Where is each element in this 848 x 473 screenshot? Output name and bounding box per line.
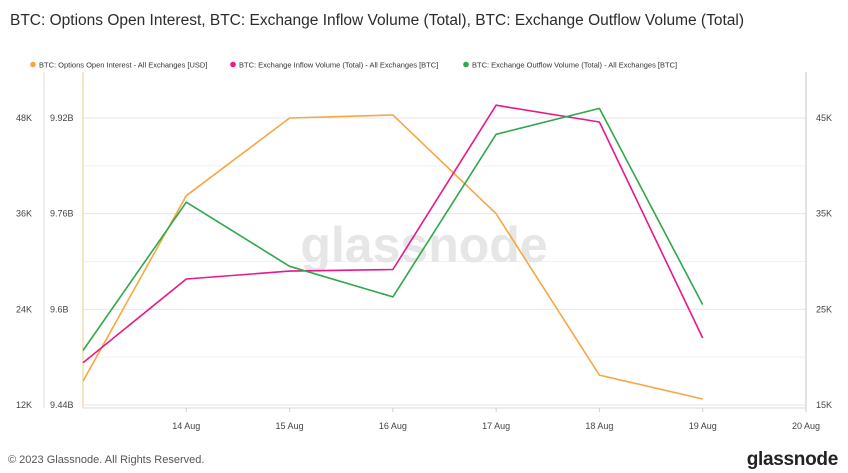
chart-title: BTC: Options Open Interest, BTC: Exchang… xyxy=(10,12,744,29)
brand-logo: glassnode xyxy=(746,449,839,470)
series-lines xyxy=(82,104,704,400)
legend-label: BTC: Exchange Inflow Volume (Total) - Al… xyxy=(239,61,438,70)
legend-label: BTC: Options Open Interest - All Exchang… xyxy=(39,61,207,70)
right-tick-label: 25K xyxy=(816,304,832,314)
x-tick-label: 16 Aug xyxy=(379,421,407,431)
left-outer-tick-label: 48K xyxy=(16,113,32,123)
left-inner-tick-label: 9.44B xyxy=(50,400,74,410)
legend-marker xyxy=(230,61,236,68)
right-tick-label: 15K xyxy=(816,400,832,410)
watermark: glassnode xyxy=(300,217,547,273)
left-inner-tick-label: 9.76B xyxy=(50,209,74,219)
legend-marker xyxy=(30,61,36,68)
x-tick-label: 14 Aug xyxy=(172,421,200,431)
x-tick-label: 15 Aug xyxy=(276,421,304,431)
grid-lines xyxy=(83,117,806,406)
right-tick-label: 35K xyxy=(816,209,832,219)
legend-label: BTC: Exchange Outflow Volume (Total) - A… xyxy=(472,61,677,70)
left-outer-tick-label: 12K xyxy=(16,400,32,410)
x-tick-label: 17 Aug xyxy=(482,421,510,431)
axes: 12K 24K 36K 48K 9.44B 9.6B 9.76B 9.92B 15K 25K 35K… xyxy=(16,72,832,431)
right-tick-label: 45K xyxy=(816,113,832,123)
series-line xyxy=(82,114,703,400)
series-line xyxy=(82,104,704,364)
left-inner-tick-label: 9.92B xyxy=(50,113,74,123)
x-tick-label: 20 Aug xyxy=(792,421,820,431)
series-line xyxy=(82,107,704,351)
x-tick-label: 19 Aug xyxy=(689,421,717,431)
x-tick-label: 18 Aug xyxy=(585,421,613,431)
left-outer-tick-label: 36K xyxy=(16,209,32,219)
left-outer-tick-label: 24K xyxy=(16,304,32,314)
copyright-text: © 2023 Glassnode. All Rights Reserved. xyxy=(8,454,205,466)
legend: BTC: Options Open Interest - All Exchang… xyxy=(30,61,677,70)
legend-marker xyxy=(463,61,469,68)
left-inner-tick-label: 9.6B xyxy=(50,304,69,314)
